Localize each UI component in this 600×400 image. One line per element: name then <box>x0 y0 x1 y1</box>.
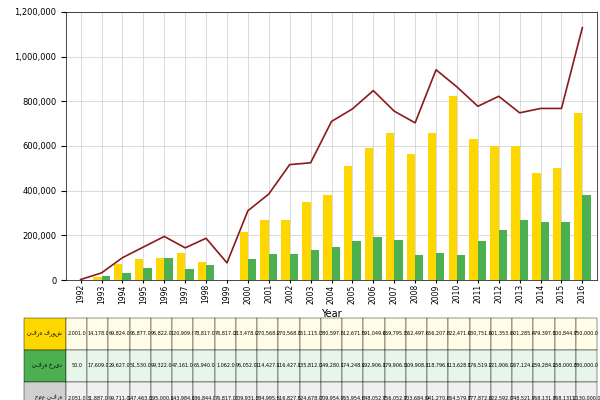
Bar <box>574 112 583 280</box>
Bar <box>164 258 173 280</box>
Bar <box>185 270 194 280</box>
Bar <box>499 230 507 280</box>
Bar <box>394 240 403 280</box>
Bar <box>143 268 152 280</box>
Bar <box>323 195 332 280</box>
X-axis label: Year: Year <box>321 309 342 319</box>
Bar <box>478 240 486 280</box>
Bar <box>553 168 562 280</box>
Bar <box>365 148 373 280</box>
Bar <box>93 277 101 280</box>
Bar <box>373 237 382 280</box>
Bar <box>490 146 499 280</box>
Bar <box>260 220 269 280</box>
Bar <box>122 273 131 280</box>
Bar <box>520 220 528 280</box>
Bar <box>407 154 415 280</box>
Bar <box>415 256 424 280</box>
Bar <box>541 222 549 280</box>
Bar <box>511 146 520 280</box>
Bar <box>239 232 248 280</box>
Bar <box>206 265 214 280</box>
Bar <box>248 258 256 280</box>
Bar <box>583 195 591 280</box>
Bar <box>101 276 110 280</box>
Bar <box>311 250 319 280</box>
Bar <box>457 255 465 280</box>
Bar <box>386 133 394 280</box>
Bar <box>269 254 277 280</box>
Bar <box>469 139 478 280</box>
Bar <box>281 220 290 280</box>
Bar <box>331 247 340 280</box>
Bar <box>344 166 352 280</box>
Bar <box>436 254 445 280</box>
Bar <box>532 173 541 280</box>
Bar <box>156 258 164 280</box>
Bar <box>562 222 570 280</box>
Bar <box>352 241 361 280</box>
Bar <box>428 134 436 280</box>
Bar <box>135 258 143 280</box>
Bar <box>114 264 122 280</box>
Bar <box>449 96 457 280</box>
Bar <box>290 254 298 280</box>
Bar <box>302 202 311 280</box>
Bar <box>177 253 185 280</box>
Bar <box>198 262 206 280</box>
